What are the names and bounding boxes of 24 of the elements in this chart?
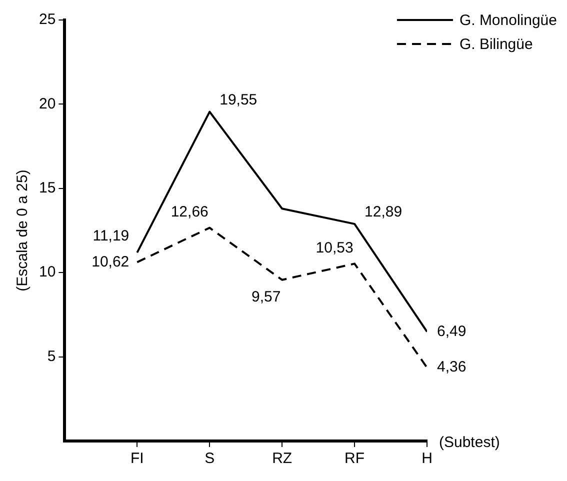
data-label: 10,62 bbox=[92, 253, 130, 270]
x-tick-label: H bbox=[422, 450, 432, 468]
y-tick-label: 20 bbox=[38, 95, 56, 112]
data-label: 11,19 bbox=[92, 228, 130, 245]
y-tick-label: 5 bbox=[47, 348, 56, 365]
y-axis-title: (Escala de 0 a 25) bbox=[14, 170, 32, 292]
data-label: 12,66 bbox=[170, 203, 208, 220]
x-axis-title: (Subtest) bbox=[439, 434, 500, 452]
legend-label: G. Monolingüe bbox=[459, 12, 557, 28]
x-tick-label: FI bbox=[130, 450, 144, 468]
x-tick-label: RF bbox=[344, 450, 365, 468]
data-label: 12,89 bbox=[364, 204, 402, 221]
x-tick-label: S bbox=[204, 450, 215, 468]
y-tick-label: 15 bbox=[38, 180, 56, 197]
y-tick-label: 10 bbox=[38, 264, 56, 281]
x-tick-label: RZ bbox=[272, 450, 292, 468]
legend-label: G. Bilingüe bbox=[459, 36, 533, 52]
data-label: 4,36 bbox=[437, 358, 466, 376]
data-label: 19,55 bbox=[220, 91, 258, 108]
data-label: 9,57 bbox=[251, 288, 281, 306]
y-tick-label: 25 bbox=[38, 11, 56, 28]
line-series bbox=[136, 226, 427, 369]
data-label: 10,53 bbox=[316, 239, 354, 256]
data-label: 6,49 bbox=[437, 322, 466, 340]
